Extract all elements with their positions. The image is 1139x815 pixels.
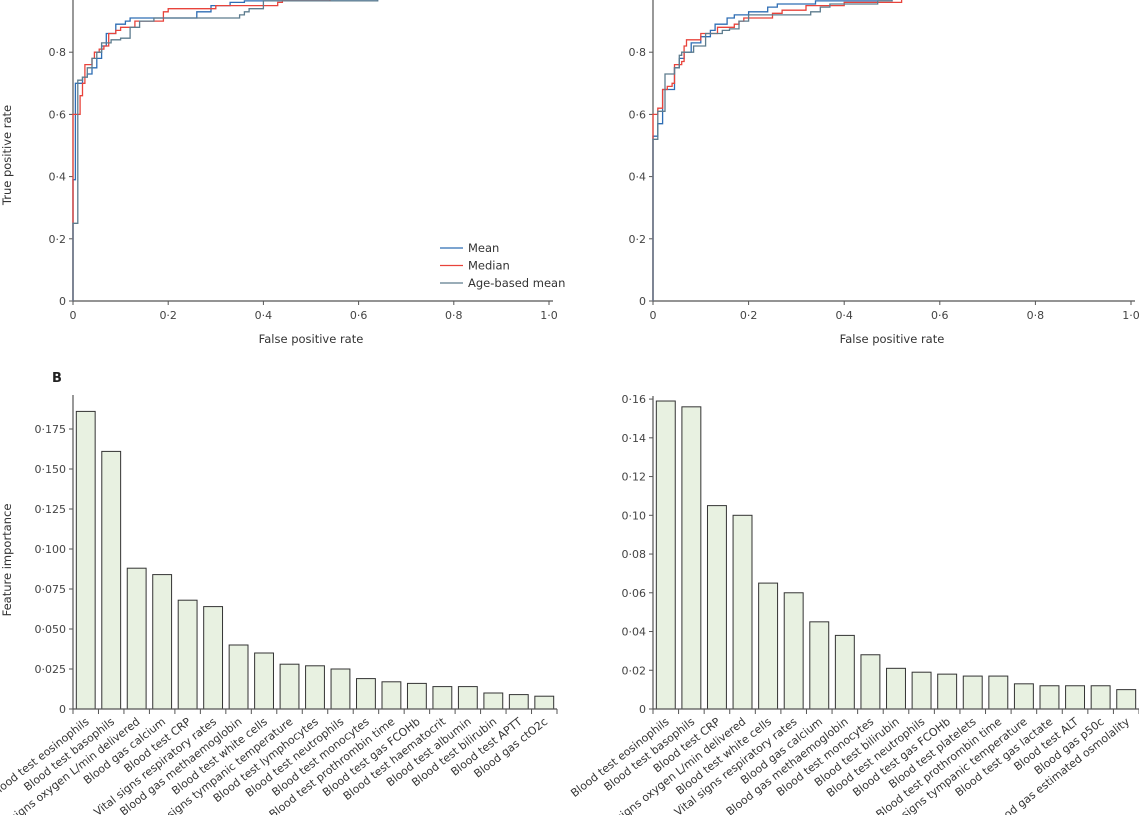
y-tick-label: 0·100 (35, 543, 67, 556)
bar (860, 654, 881, 710)
bar (809, 621, 830, 710)
bar (508, 694, 529, 710)
bar (228, 644, 249, 710)
bar (655, 400, 676, 710)
bar (732, 514, 753, 710)
y-tick-label: 0·4 (629, 171, 647, 184)
y-tick-label: 0·8 (49, 46, 67, 59)
bar (1039, 685, 1060, 710)
roc-chart-1: 0 0·2 0·4 0·6 0·8 1·0 0 0·2 0·4 0·6 0·8 False posit… (0, 0, 565, 346)
bar (1090, 685, 1111, 710)
y-tick-label: 0·025 (35, 663, 67, 676)
x-tick-label: 1·0 (1122, 309, 1139, 322)
y-tick-label: 0·04 (622, 626, 647, 639)
y-tick-label: 0·14 (622, 432, 647, 445)
roc-series-age-based-mean (72, 0, 379, 301)
bar (101, 450, 122, 710)
roc-series-median (652, 0, 903, 301)
y-tick-label: 0·125 (35, 503, 67, 516)
bar (177, 599, 198, 710)
y-tick-label: 0 (639, 295, 646, 308)
bar (758, 582, 779, 710)
bar (962, 675, 983, 710)
x-tick-label: 0·6 (350, 309, 368, 322)
bar (457, 686, 478, 710)
bar (203, 606, 224, 710)
y-tick-label: 0·150 (35, 463, 67, 476)
y-tick-label: 0 (59, 295, 66, 308)
y-axis-label: True positive rate (0, 105, 14, 206)
roc-series-median (72, 0, 331, 301)
bar (75, 410, 96, 710)
bar (279, 663, 300, 710)
x-axis-label: False positive rate (840, 332, 945, 346)
x-tick-label: 0·4 (255, 309, 273, 322)
bar (1013, 683, 1034, 710)
y-tick-label: 0·02 (622, 664, 647, 677)
y-axis-label: Feature importance (0, 504, 14, 617)
y-tick-label: 0·8 (629, 46, 647, 59)
x-tick-label: 0·2 (159, 309, 177, 322)
legend-label: Median (468, 259, 510, 273)
bar (886, 667, 906, 710)
x-tick-label: 0·4 (835, 309, 853, 322)
y-tick-label: 0·4 (49, 171, 67, 184)
x-tick-label: 0·6 (931, 309, 949, 322)
x-tick-label: 0·2 (740, 309, 758, 322)
bar (911, 671, 932, 710)
y-tick-label: 0·06 (622, 587, 647, 600)
y-tick-label: 0·10 (622, 509, 647, 522)
roc-chart-2: 0 0·2 0·4 0·6 0·8 1·0 0 0·2 0·4 0·6 0·8 False posit… (629, 0, 1139, 346)
bar (834, 634, 855, 710)
bar (254, 652, 274, 710)
bar (126, 567, 147, 710)
x-tick-label: 0 (650, 309, 657, 322)
bar (1065, 685, 1086, 710)
bar (988, 675, 1009, 710)
bar (356, 678, 376, 710)
y-tick-label: 0·075 (35, 583, 67, 596)
y-tick-label: 0·16 (622, 393, 647, 406)
bar (483, 692, 504, 710)
x-tick-label: 0·8 (1027, 309, 1045, 322)
bar (432, 686, 453, 710)
bar (783, 592, 804, 710)
y-tick-label: 0 (639, 703, 646, 716)
y-tick-label: 0·12 (622, 471, 647, 484)
panel-label-b: B (52, 371, 62, 386)
x-tick-label: 0 (70, 309, 77, 322)
bar (381, 681, 402, 710)
x-axis-label: False positive rate (259, 332, 364, 346)
y-tick-label: 0·2 (49, 233, 67, 246)
y-tick-label: 0·6 (49, 108, 67, 121)
bar (1116, 689, 1137, 710)
bar (152, 574, 173, 710)
y-tick-label: 0·6 (629, 108, 647, 121)
y-tick-label: 0 (59, 703, 66, 716)
bar (706, 505, 727, 710)
x-tick-label: 0·8 (445, 309, 463, 322)
x-tick-label: 1·0 (540, 309, 558, 322)
legend-label: Age-based mean (468, 276, 565, 290)
legend-label: Mean (468, 241, 499, 255)
bar (534, 695, 555, 710)
bar (330, 668, 351, 710)
bar (406, 682, 427, 710)
roc-series-mean (652, 0, 893, 301)
y-tick-label: 0·2 (629, 233, 647, 246)
y-tick-label: 0·050 (35, 623, 67, 636)
bar (937, 673, 958, 710)
y-tick-label: 0·175 (35, 423, 67, 436)
roc-series-age-based-mean (652, 0, 893, 301)
roc-series-mean (72, 0, 379, 301)
bar (305, 665, 325, 710)
bar (681, 406, 702, 710)
y-tick-label: 0·08 (622, 548, 647, 561)
